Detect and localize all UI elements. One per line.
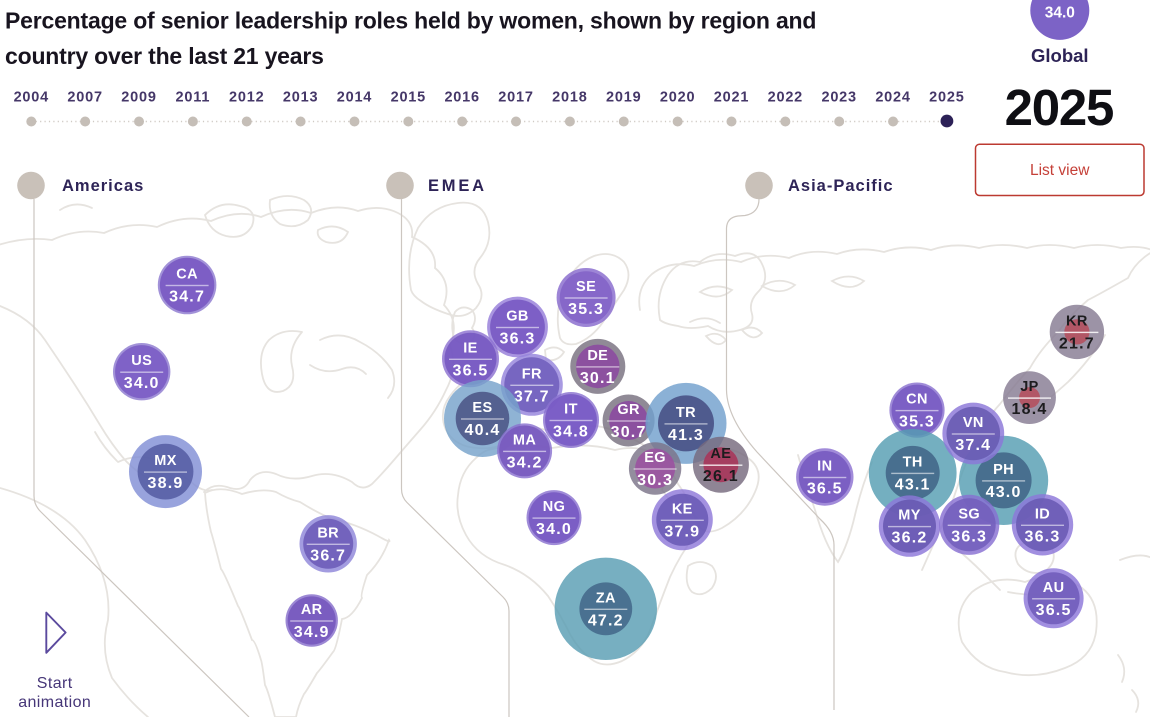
svg-text:Start: Start [37,675,73,692]
svg-text:43.0: 43.0 [986,484,1022,501]
svg-text:AR: AR [301,602,323,618]
svg-text:2016: 2016 [444,90,479,106]
svg-text:36.3: 36.3 [951,528,987,545]
svg-text:IE: IE [463,340,478,356]
svg-text:36.3: 36.3 [500,331,536,348]
svg-text:EMEA: EMEA [428,177,487,195]
svg-text:2018: 2018 [552,90,587,106]
svg-text:KE: KE [672,501,693,517]
svg-text:List view: List view [1030,162,1090,179]
svg-text:35.3: 35.3 [899,414,935,431]
svg-text:TR: TR [676,405,696,421]
svg-text:2023: 2023 [821,90,856,106]
svg-text:2014: 2014 [337,90,372,106]
svg-text:2020: 2020 [660,90,695,106]
svg-text:KR: KR [1066,313,1088,329]
svg-text:43.1: 43.1 [895,476,931,493]
svg-text:Percentage of senior leadershi: Percentage of senior leadership roles he… [5,8,816,34]
svg-text:SE: SE [576,279,596,295]
svg-text:NG: NG [543,499,566,515]
svg-text:2021: 2021 [714,90,749,106]
svg-text:26.1: 26.1 [703,468,739,485]
svg-text:ES: ES [472,400,492,416]
svg-text:AE: AE [710,446,731,462]
svg-text:2015: 2015 [391,90,426,106]
svg-text:30.1: 30.1 [580,370,616,387]
svg-text:36.7: 36.7 [310,547,346,564]
svg-text:IT: IT [564,402,578,418]
svg-text:2025: 2025 [1005,79,1114,136]
svg-text:IN: IN [817,459,832,475]
svg-text:30.7: 30.7 [611,424,647,441]
svg-text:country over the last 21 years: country over the last 21 years [5,43,324,69]
svg-text:18.4: 18.4 [1012,401,1048,418]
svg-text:2013: 2013 [283,90,318,106]
svg-text:Americas: Americas [62,177,144,195]
svg-text:2009: 2009 [121,90,156,106]
svg-text:ID: ID [1035,506,1050,522]
svg-text:2019: 2019 [606,90,641,106]
svg-text:2007: 2007 [67,90,102,106]
svg-text:2025: 2025 [929,90,964,106]
svg-text:37.4: 37.4 [955,437,991,454]
svg-text:ZA: ZA [596,590,616,606]
svg-text:Asia-Pacific: Asia-Pacific [788,177,894,195]
svg-text:34.0: 34.0 [536,521,572,538]
svg-text:EG: EG [644,450,666,466]
svg-text:36.5: 36.5 [1036,602,1072,619]
svg-text:21.7: 21.7 [1059,335,1095,352]
svg-text:34.2: 34.2 [507,454,543,471]
svg-text:38.9: 38.9 [148,475,184,492]
svg-text:CN: CN [906,392,928,408]
svg-text:2012: 2012 [229,90,264,106]
svg-text:37.9: 37.9 [664,523,700,540]
svg-text:MX: MX [154,453,177,469]
svg-text:FR: FR [522,366,542,382]
svg-text:BR: BR [317,525,339,541]
svg-text:PH: PH [993,462,1014,478]
svg-text:37.7: 37.7 [514,388,550,405]
svg-text:36.5: 36.5 [807,481,843,498]
svg-text:34.0: 34.0 [124,375,160,392]
svg-text:VN: VN [963,415,984,431]
svg-text:DE: DE [587,348,608,364]
svg-text:41.3: 41.3 [668,427,704,444]
svg-text:47.2: 47.2 [588,612,624,629]
svg-text:34.7: 34.7 [169,289,205,306]
svg-text:2022: 2022 [768,90,803,106]
svg-text:GB: GB [506,309,529,325]
svg-text:MA: MA [513,432,536,448]
svg-text:35.3: 35.3 [568,301,604,318]
svg-text:2017: 2017 [498,90,533,106]
svg-text:36.5: 36.5 [453,362,489,379]
svg-text:TH: TH [903,454,923,470]
svg-text:30.3: 30.3 [637,472,673,489]
svg-text:SG: SG [958,506,980,522]
svg-text:2011: 2011 [176,90,211,106]
svg-text:34.0: 34.0 [1045,5,1075,22]
svg-text:34.8: 34.8 [553,424,589,441]
svg-text:40.4: 40.4 [465,422,501,439]
svg-text:CA: CA [176,267,198,283]
svg-text:animation: animation [18,694,91,711]
svg-text:36.3: 36.3 [1025,528,1061,545]
svg-text:AU: AU [1043,580,1065,596]
svg-text:2024: 2024 [875,90,910,106]
svg-text:US: US [131,353,152,369]
svg-text:2004: 2004 [14,90,49,106]
svg-text:GR: GR [617,402,640,418]
svg-text:MY: MY [898,508,921,524]
svg-text:Global: Global [1031,45,1089,66]
svg-text:JP: JP [1020,379,1039,395]
svg-text:36.2: 36.2 [892,530,928,547]
svg-text:34.9: 34.9 [294,624,330,641]
